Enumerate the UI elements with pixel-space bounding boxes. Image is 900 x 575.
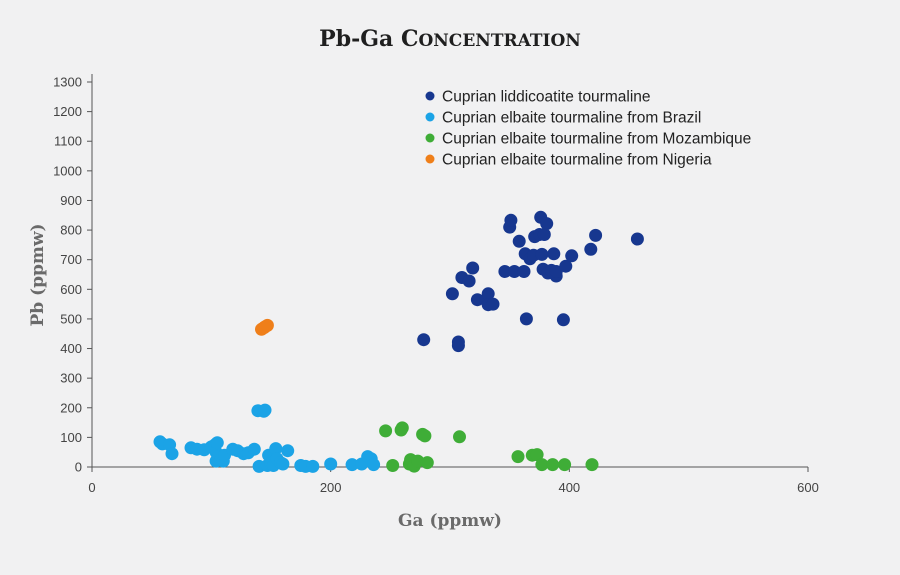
data-point: [445, 287, 459, 301]
y-tick-label: 500: [60, 311, 82, 326]
y-tick-label: 200: [60, 400, 82, 415]
data-point: [420, 456, 434, 470]
data-point: [451, 335, 465, 349]
data-point: [517, 265, 531, 278]
data-point: [507, 265, 521, 278]
legend-entry: Cuprian elbaite tourmaline from Nigeria: [442, 152, 712, 169]
chart-title-part-2: CONCENTRATION: [401, 26, 581, 52]
data-point: [276, 457, 290, 471]
y-tick-label: 1100: [54, 134, 82, 149]
data-point: [269, 442, 283, 456]
data-point: [504, 213, 518, 227]
y-tick-label: 0: [75, 460, 82, 475]
y-tick-label: 400: [60, 341, 82, 356]
chart-title-initial: C: [401, 26, 419, 52]
data-point: [417, 333, 431, 347]
data-point: [584, 242, 598, 256]
data-point: [549, 265, 563, 278]
legend-marker: [425, 91, 435, 101]
y-tick-label: 900: [60, 193, 82, 208]
y-tick-label: 1200: [53, 104, 82, 119]
data-point: [247, 442, 261, 456]
data-point: [519, 312, 533, 326]
data-point: [462, 274, 476, 288]
data-point: [386, 459, 400, 472]
data-point: [565, 249, 579, 263]
data-point: [165, 447, 179, 461]
y-tick-label: 700: [60, 252, 82, 267]
data-point: [546, 458, 560, 472]
series-2: [153, 403, 381, 473]
axes: [91, 74, 808, 468]
x-tick-label: 200: [320, 480, 342, 495]
legend-entry: Cuprian elbaite tourmaline from Brazil: [442, 110, 701, 127]
data-point: [453, 430, 466, 444]
y-tick-label: 100: [60, 430, 82, 445]
data-point: [558, 458, 572, 472]
series-1: [417, 210, 644, 353]
data-point: [379, 424, 393, 438]
y-tick-label: 1300: [53, 75, 82, 90]
data-point: [511, 450, 525, 464]
legend-marker: [425, 112, 435, 122]
x-tick-label: 0: [88, 480, 95, 495]
data-point: [324, 457, 338, 471]
data-point: [345, 458, 359, 472]
legend-marker: [425, 133, 435, 143]
y-tick-label: 1000: [53, 163, 82, 178]
data-point: [540, 217, 554, 231]
data-point: [535, 458, 549, 472]
legend-entry: Cuprian elbaite tourmaline from Mozambiq…: [442, 131, 751, 148]
data-point: [512, 234, 526, 248]
series-3: [379, 421, 599, 473]
legend-entry: Cuprian liddicoatite tourmaline: [442, 89, 651, 106]
data-point: [498, 265, 512, 278]
data-point: [559, 259, 573, 273]
x-tick-label: 400: [558, 480, 580, 495]
data-point: [418, 429, 432, 443]
data-point: [530, 448, 544, 462]
data-point: [537, 228, 551, 241]
data-point: [481, 287, 495, 301]
legend-marker: [425, 154, 435, 164]
y-tick-label: 300: [60, 371, 82, 386]
data-point: [367, 458, 381, 472]
data-point: [210, 436, 224, 450]
data-point: [547, 247, 561, 261]
data-point: [466, 261, 480, 275]
data-points: [153, 210, 644, 473]
data-point: [260, 318, 274, 332]
data-point: [535, 247, 549, 261]
axis-ticks: 0 100 200 300 400 500 600 700 800 900 1000 1100 1200…: [53, 75, 819, 496]
x-axis-label: Ga (ppmw): [398, 511, 502, 531]
data-point: [281, 444, 295, 458]
series-4: [255, 318, 274, 336]
legend: Cuprian liddicoatite tourmaline Cuprian e…: [425, 89, 751, 169]
data-point: [585, 458, 599, 472]
data-point: [589, 228, 603, 242]
data-point: [486, 297, 500, 311]
y-tick-label: 600: [60, 282, 82, 297]
chart-title: Pb-Ga CONCENTRATION: [319, 26, 581, 52]
data-point: [556, 313, 570, 327]
data-point: [258, 403, 272, 417]
data-point: [395, 421, 409, 435]
x-tick-label: 600: [797, 480, 819, 495]
data-point: [306, 459, 320, 473]
y-axis-label: Pb (ppmw): [28, 223, 48, 326]
chart-title-tail: ONCENTRATION: [418, 31, 580, 51]
data-point: [630, 232, 644, 246]
chart-title-part-1: Pb-Ga: [319, 26, 401, 52]
y-tick-label: 800: [60, 223, 82, 238]
